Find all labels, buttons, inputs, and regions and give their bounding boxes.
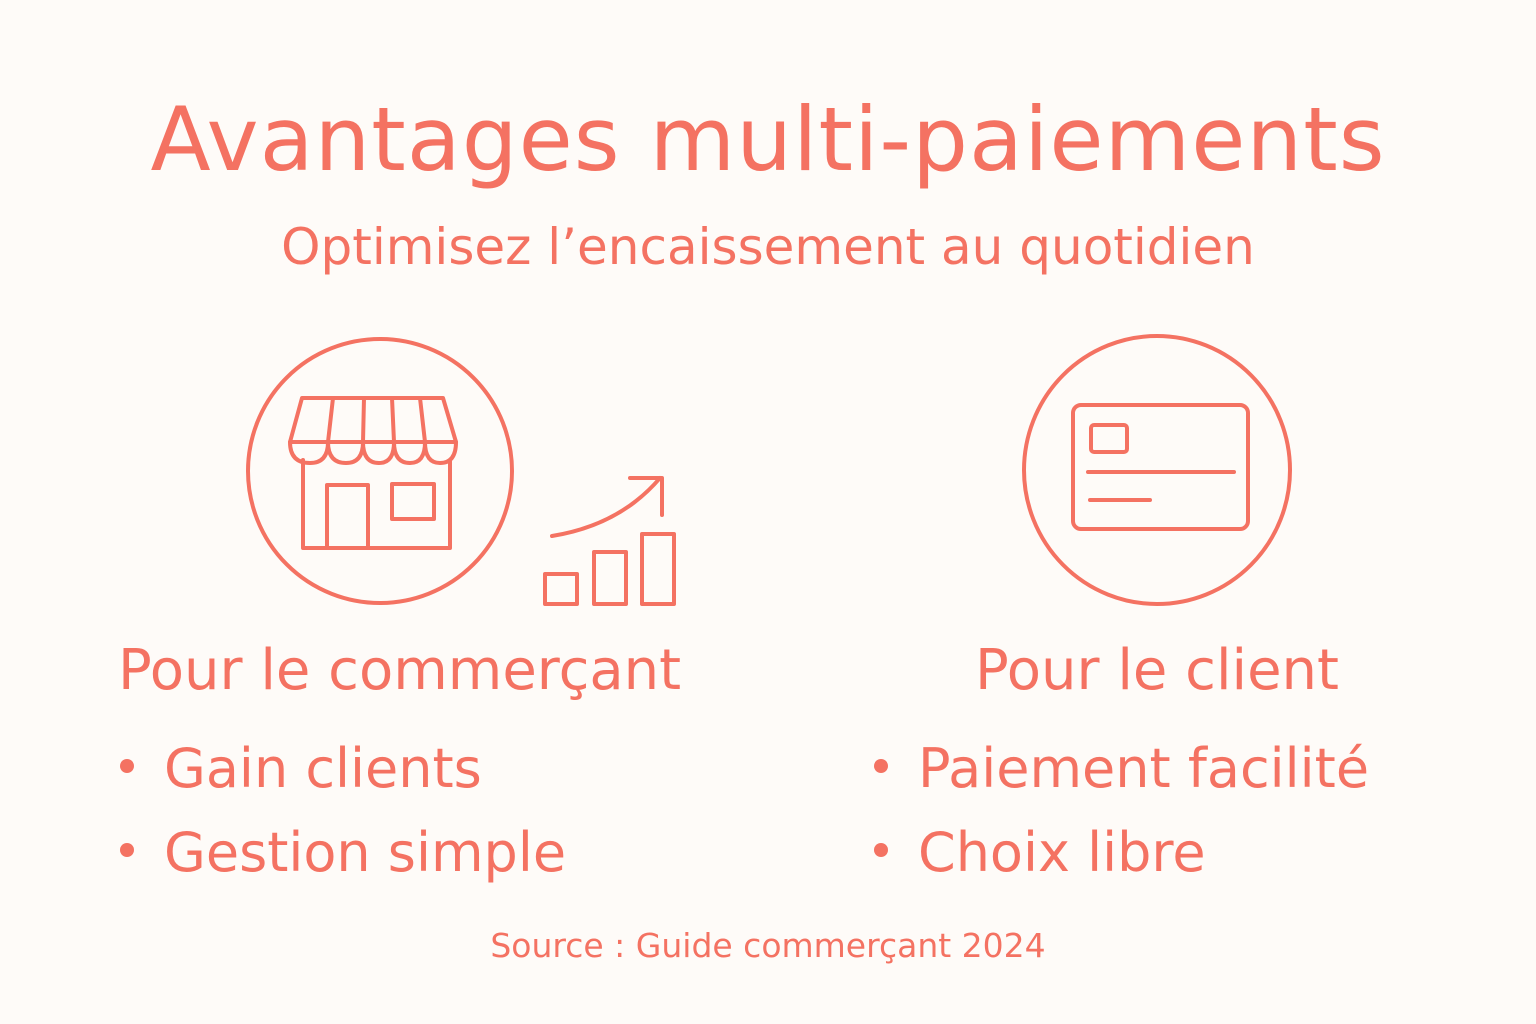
bullet-icon: [120, 759, 134, 774]
bullet-icon: [120, 843, 134, 858]
list-item: Paiement facilité: [874, 727, 1369, 811]
client-heading: Pour le client: [975, 638, 1339, 703]
list-item: Gain clients: [120, 727, 566, 811]
source-note: Source : Guide commerçant 2024: [490, 926, 1046, 965]
bullet-icon: [874, 843, 888, 858]
bullet-icon: [874, 759, 888, 774]
storefront-icon: [246, 337, 514, 605]
merchant-benefits-list: Gain clients Gestion simple: [120, 727, 566, 895]
list-item: Gestion simple: [120, 811, 566, 895]
page-subtitle: Optimisez l’encaissement au quotidien: [281, 218, 1255, 276]
page-title: Avantages multi-paiements: [150, 88, 1386, 191]
client-benefits-list: Paiement facilité Choix libre: [874, 727, 1369, 895]
list-item: Choix libre: [874, 811, 1369, 895]
merchant-heading: Pour le commerçant: [118, 638, 682, 703]
growth-bar-chart-icon: [543, 476, 676, 606]
credit-card-icon: [1022, 334, 1292, 606]
